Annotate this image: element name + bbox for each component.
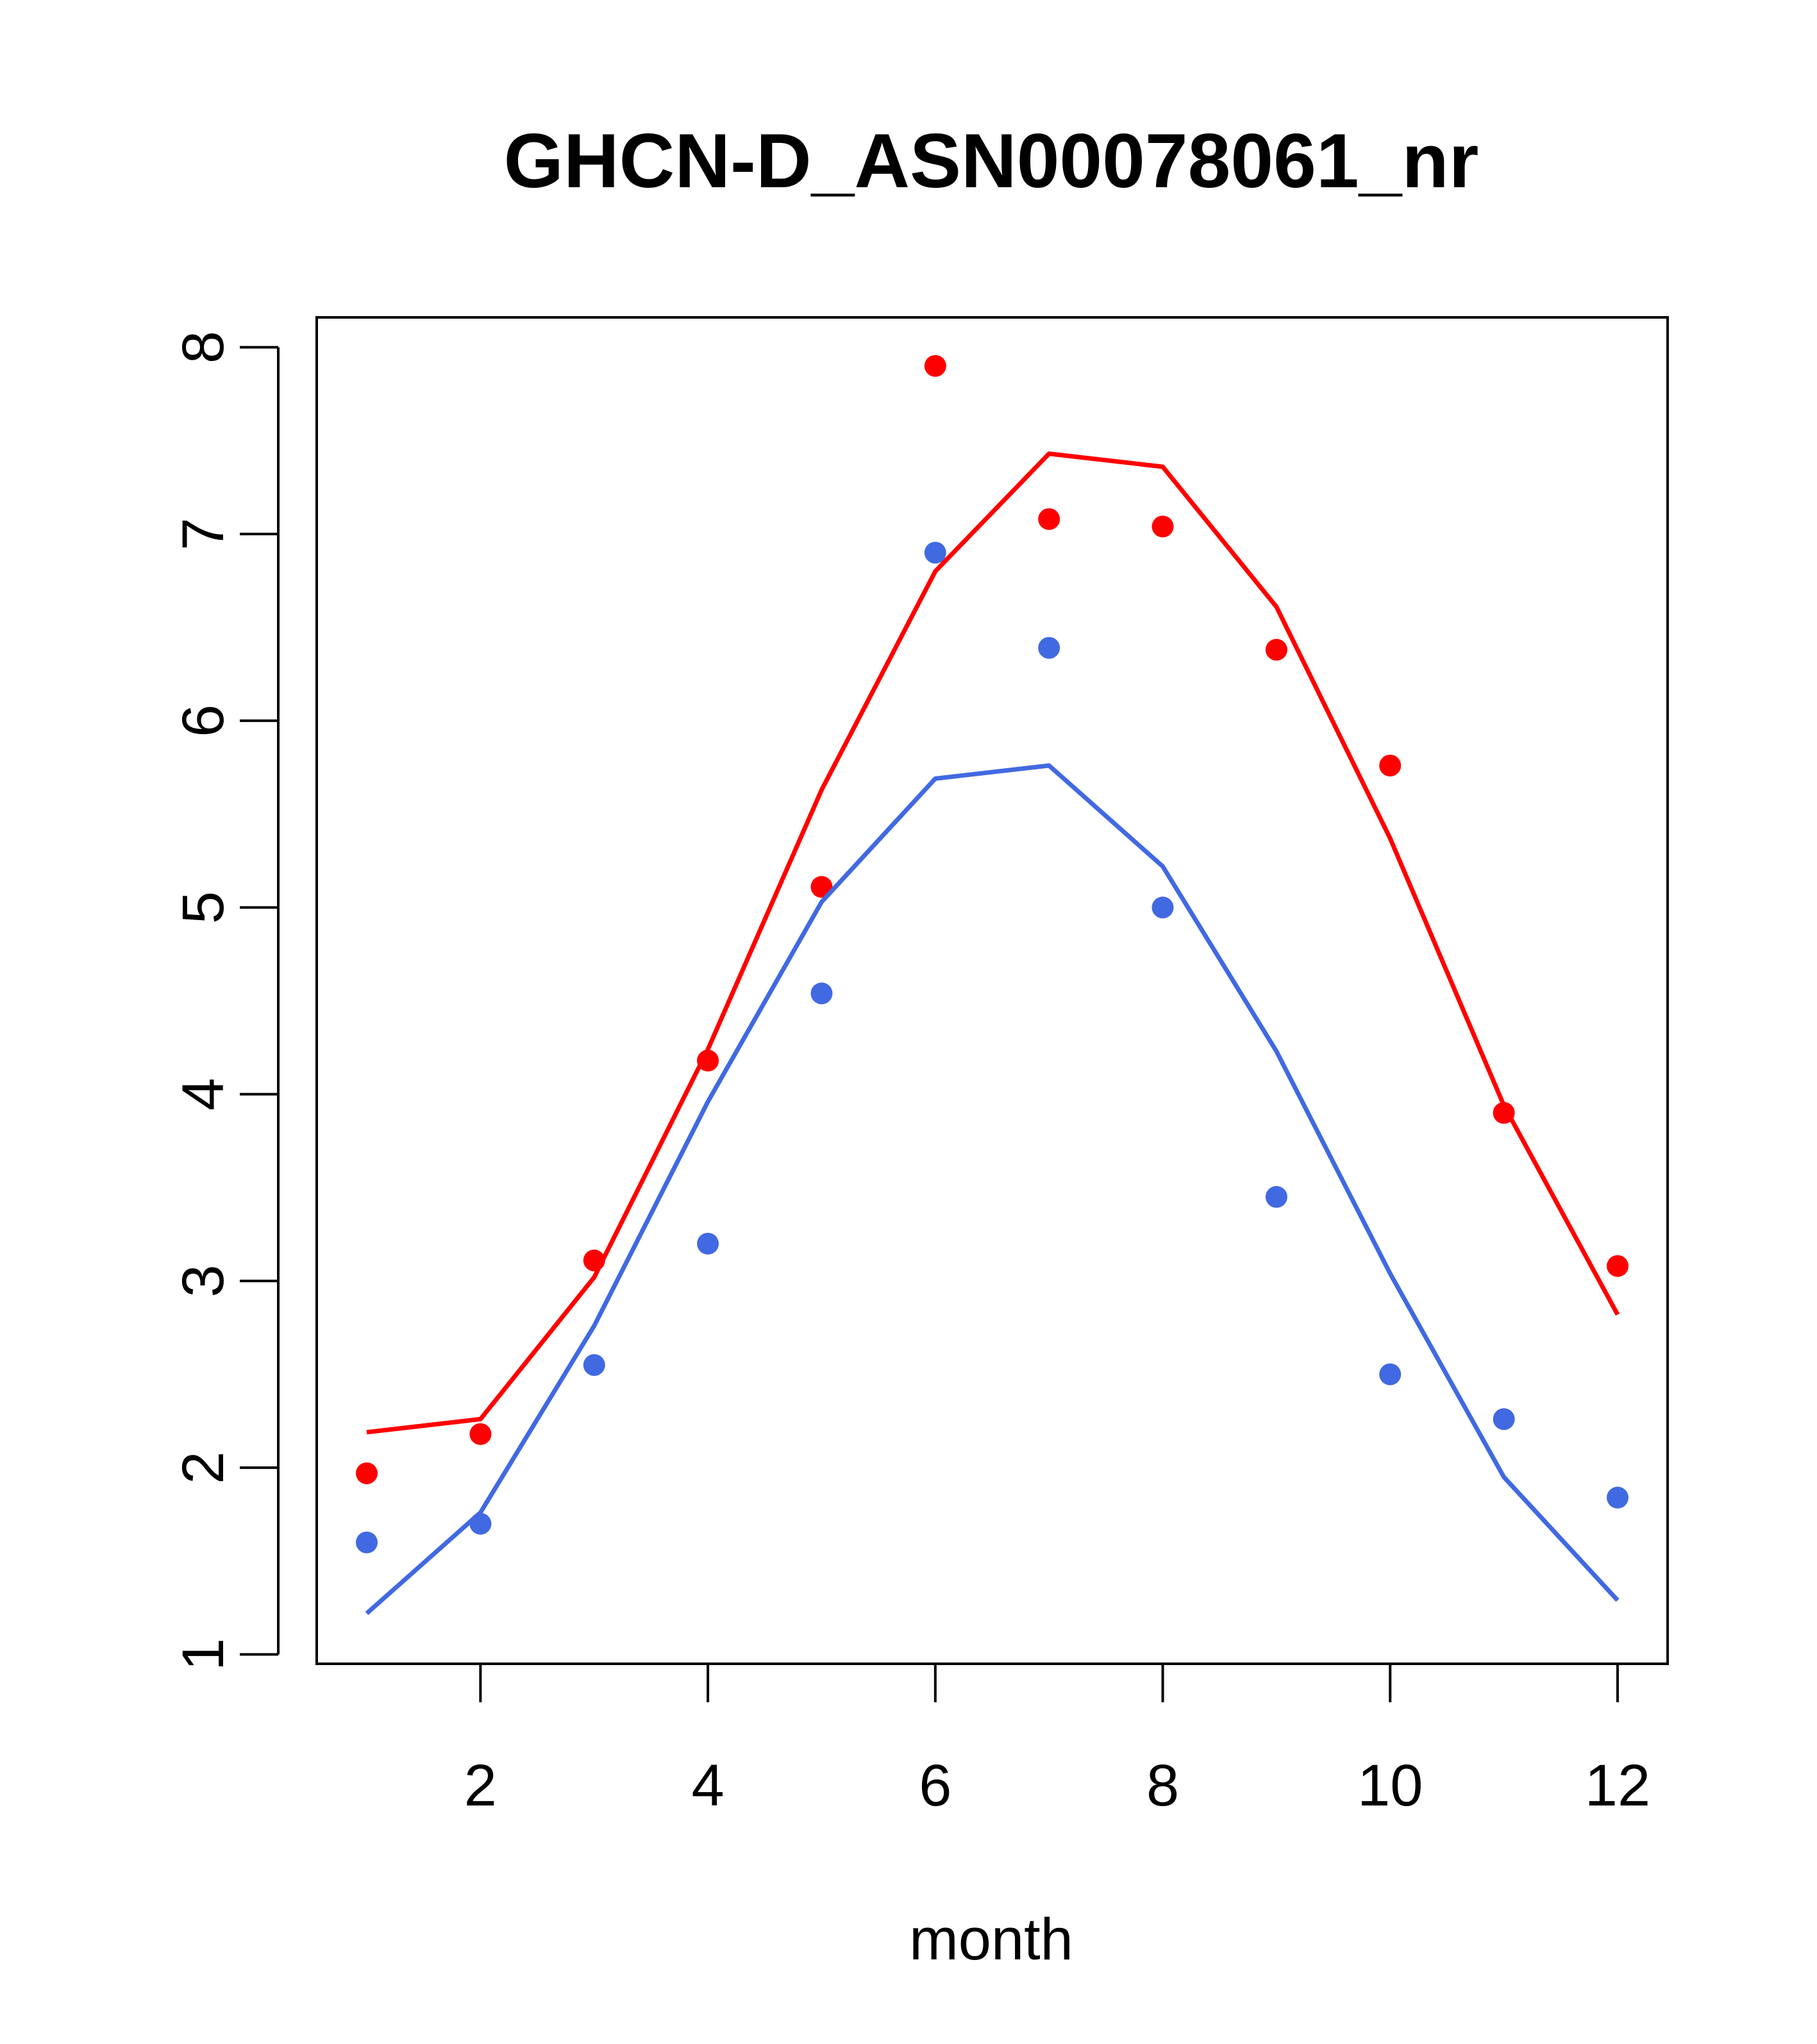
data-point (1493, 1102, 1515, 1124)
x-tick-label: 12 (1585, 1753, 1650, 1818)
data-point (1379, 1363, 1402, 1386)
x-axis: 2 4 6 8 10 12 (464, 1663, 1650, 1818)
data-point (697, 1050, 719, 1072)
data-point (1607, 1486, 1629, 1509)
data-point (1265, 1185, 1287, 1208)
data-point (1151, 896, 1174, 919)
chart-title: GHCN-D_ASN00078061_nr (504, 118, 1479, 204)
data-point (1607, 1255, 1629, 1277)
y-tick-label: 7 (171, 517, 236, 550)
x-tick-label: 10 (1357, 1753, 1423, 1818)
x-tick-label: 8 (1146, 1753, 1179, 1818)
y-tick-label: 1 (171, 1638, 236, 1671)
series-line (365, 763, 1620, 1616)
data-point (1038, 508, 1060, 530)
data-point (356, 1531, 378, 1554)
data-point (1265, 639, 1287, 661)
x-tick-label: 2 (464, 1753, 497, 1818)
data-point (583, 1249, 605, 1271)
y-tick-label: 3 (171, 1264, 236, 1297)
data-point (1379, 755, 1402, 776)
data-point (1151, 515, 1174, 538)
series-layer (356, 355, 1629, 1616)
series-0 (366, 451, 1620, 1435)
x-tick-label: 4 (692, 1753, 724, 1818)
y-tick-label: 6 (171, 705, 236, 737)
data-point (469, 1512, 492, 1535)
series-line (366, 451, 1620, 1435)
data-point (810, 982, 833, 1005)
series-1 (356, 355, 1629, 1484)
y-tick-label: 8 (171, 331, 236, 364)
x-axis-label: month (909, 1907, 1073, 1972)
plot-frame (315, 316, 1669, 1665)
data-point (469, 1423, 492, 1445)
data-point (924, 355, 946, 377)
y-axis: 1 2 3 4 5 6 7 8 (171, 331, 280, 1671)
data-point (1038, 637, 1060, 659)
data-point (697, 1232, 719, 1255)
data-point (583, 1354, 605, 1376)
x-tick-label: 6 (919, 1753, 951, 1818)
data-point (924, 542, 946, 564)
data-point (810, 876, 833, 898)
y-tick-label: 5 (171, 891, 236, 924)
data-point (356, 1462, 378, 1484)
y-tick-label: 4 (171, 1078, 236, 1110)
data-point (1493, 1408, 1515, 1430)
series-2 (365, 763, 1620, 1616)
series-3 (356, 542, 1629, 1554)
y-tick-label: 2 (171, 1452, 236, 1484)
